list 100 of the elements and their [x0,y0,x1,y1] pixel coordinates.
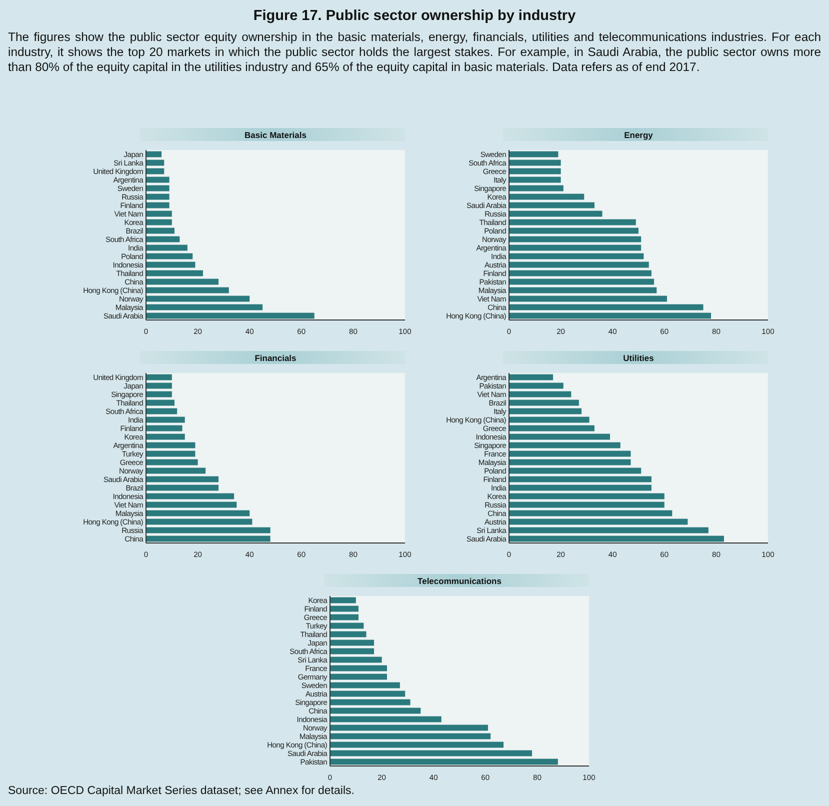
bar [146,228,174,234]
bar [330,716,442,722]
bar [146,185,170,192]
bar [330,708,421,714]
bar [509,296,667,302]
bar [509,262,649,268]
bar [509,408,582,414]
bar [509,442,620,448]
bar [509,176,561,183]
text: Figure 17. Public sector ownership by industry [252,8,577,24]
bar [146,425,182,432]
bar [146,287,229,294]
bar [146,270,203,276]
bar [146,493,234,500]
bar [330,597,356,604]
bar [330,699,410,706]
bar [509,270,652,276]
bar [146,518,252,525]
bar [509,253,644,260]
bar [146,510,250,516]
bar [509,228,638,234]
bar [509,185,564,192]
bar [146,502,237,508]
bar [146,527,270,534]
bar [330,656,382,663]
bar [146,382,172,389]
bar [509,493,664,500]
bar [146,194,170,200]
bar [509,219,636,226]
bar [509,168,561,174]
chart-title: Basic Materials [244,130,307,140]
bar [509,416,590,423]
bar [330,750,532,756]
bar [146,176,170,183]
bar [146,468,206,474]
bar [509,278,654,285]
bar [330,733,491,740]
bar [330,724,488,731]
bar [509,468,642,474]
bar [330,758,558,765]
source-note: Source: OECD Capital Market Series dataset; see Annex for details. [8,785,354,797]
bar [330,690,406,697]
bar [146,536,270,542]
bar [146,408,178,414]
bar [330,674,387,680]
bar [330,682,400,688]
bar [146,244,188,251]
bar [146,312,314,319]
bar [509,194,584,200]
bar [509,382,564,389]
bar [146,484,219,491]
bar [146,391,172,398]
bar [509,210,602,217]
bar [509,476,652,482]
bar [146,296,250,302]
bar [509,518,688,525]
bar [146,219,172,226]
bar [509,151,558,158]
bar [509,502,664,508]
bar [509,527,708,534]
bar [509,391,572,398]
bar [509,536,724,542]
bar [509,450,631,457]
bar [330,640,374,646]
bar [146,253,193,260]
bar [509,312,712,319]
chart-title: Utilities [623,353,654,363]
bar [509,400,579,406]
bar [509,244,642,251]
bar [509,459,631,466]
bar [146,278,219,285]
chart-title: Financials [254,353,297,363]
bar [330,622,364,629]
bar [509,484,652,491]
bar [146,374,172,380]
bar [330,606,358,612]
chart-title: Telecommunications [418,576,502,586]
bar [509,425,594,432]
bar [509,510,672,516]
bar [146,400,174,406]
bar [509,202,594,208]
bar [146,262,196,268]
bar [509,434,610,440]
bar [146,434,185,440]
bar [330,631,366,638]
bar [146,202,170,208]
bar [146,476,219,482]
bar [509,287,657,294]
bar [146,459,198,466]
bar [330,648,374,654]
bar [509,304,704,310]
bar [146,442,196,448]
bar [509,374,554,380]
bar [330,614,358,620]
text: The figures show the public sector equity ownership in the basic materials, energy, financials, utilities and telecommunications industries. For each industry, it shows the top 20 markets in which the public sector holds the largest stakes. For example, in Saudi Arabia, the public sector owns more than 80% of the equity capital in the utilities industry and 65% of the equity capital in basic materials. Data refers as of end 2017. [8,30,821,75]
bar [509,160,561,166]
bar [146,416,185,423]
bar [146,210,172,217]
bar [330,665,387,672]
bar [146,450,196,457]
